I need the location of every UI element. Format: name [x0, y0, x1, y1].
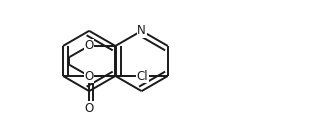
- Text: O: O: [84, 70, 94, 82]
- Text: Cl: Cl: [137, 70, 148, 82]
- Text: N: N: [137, 24, 146, 37]
- Text: O: O: [84, 39, 94, 52]
- Text: O: O: [85, 102, 94, 115]
